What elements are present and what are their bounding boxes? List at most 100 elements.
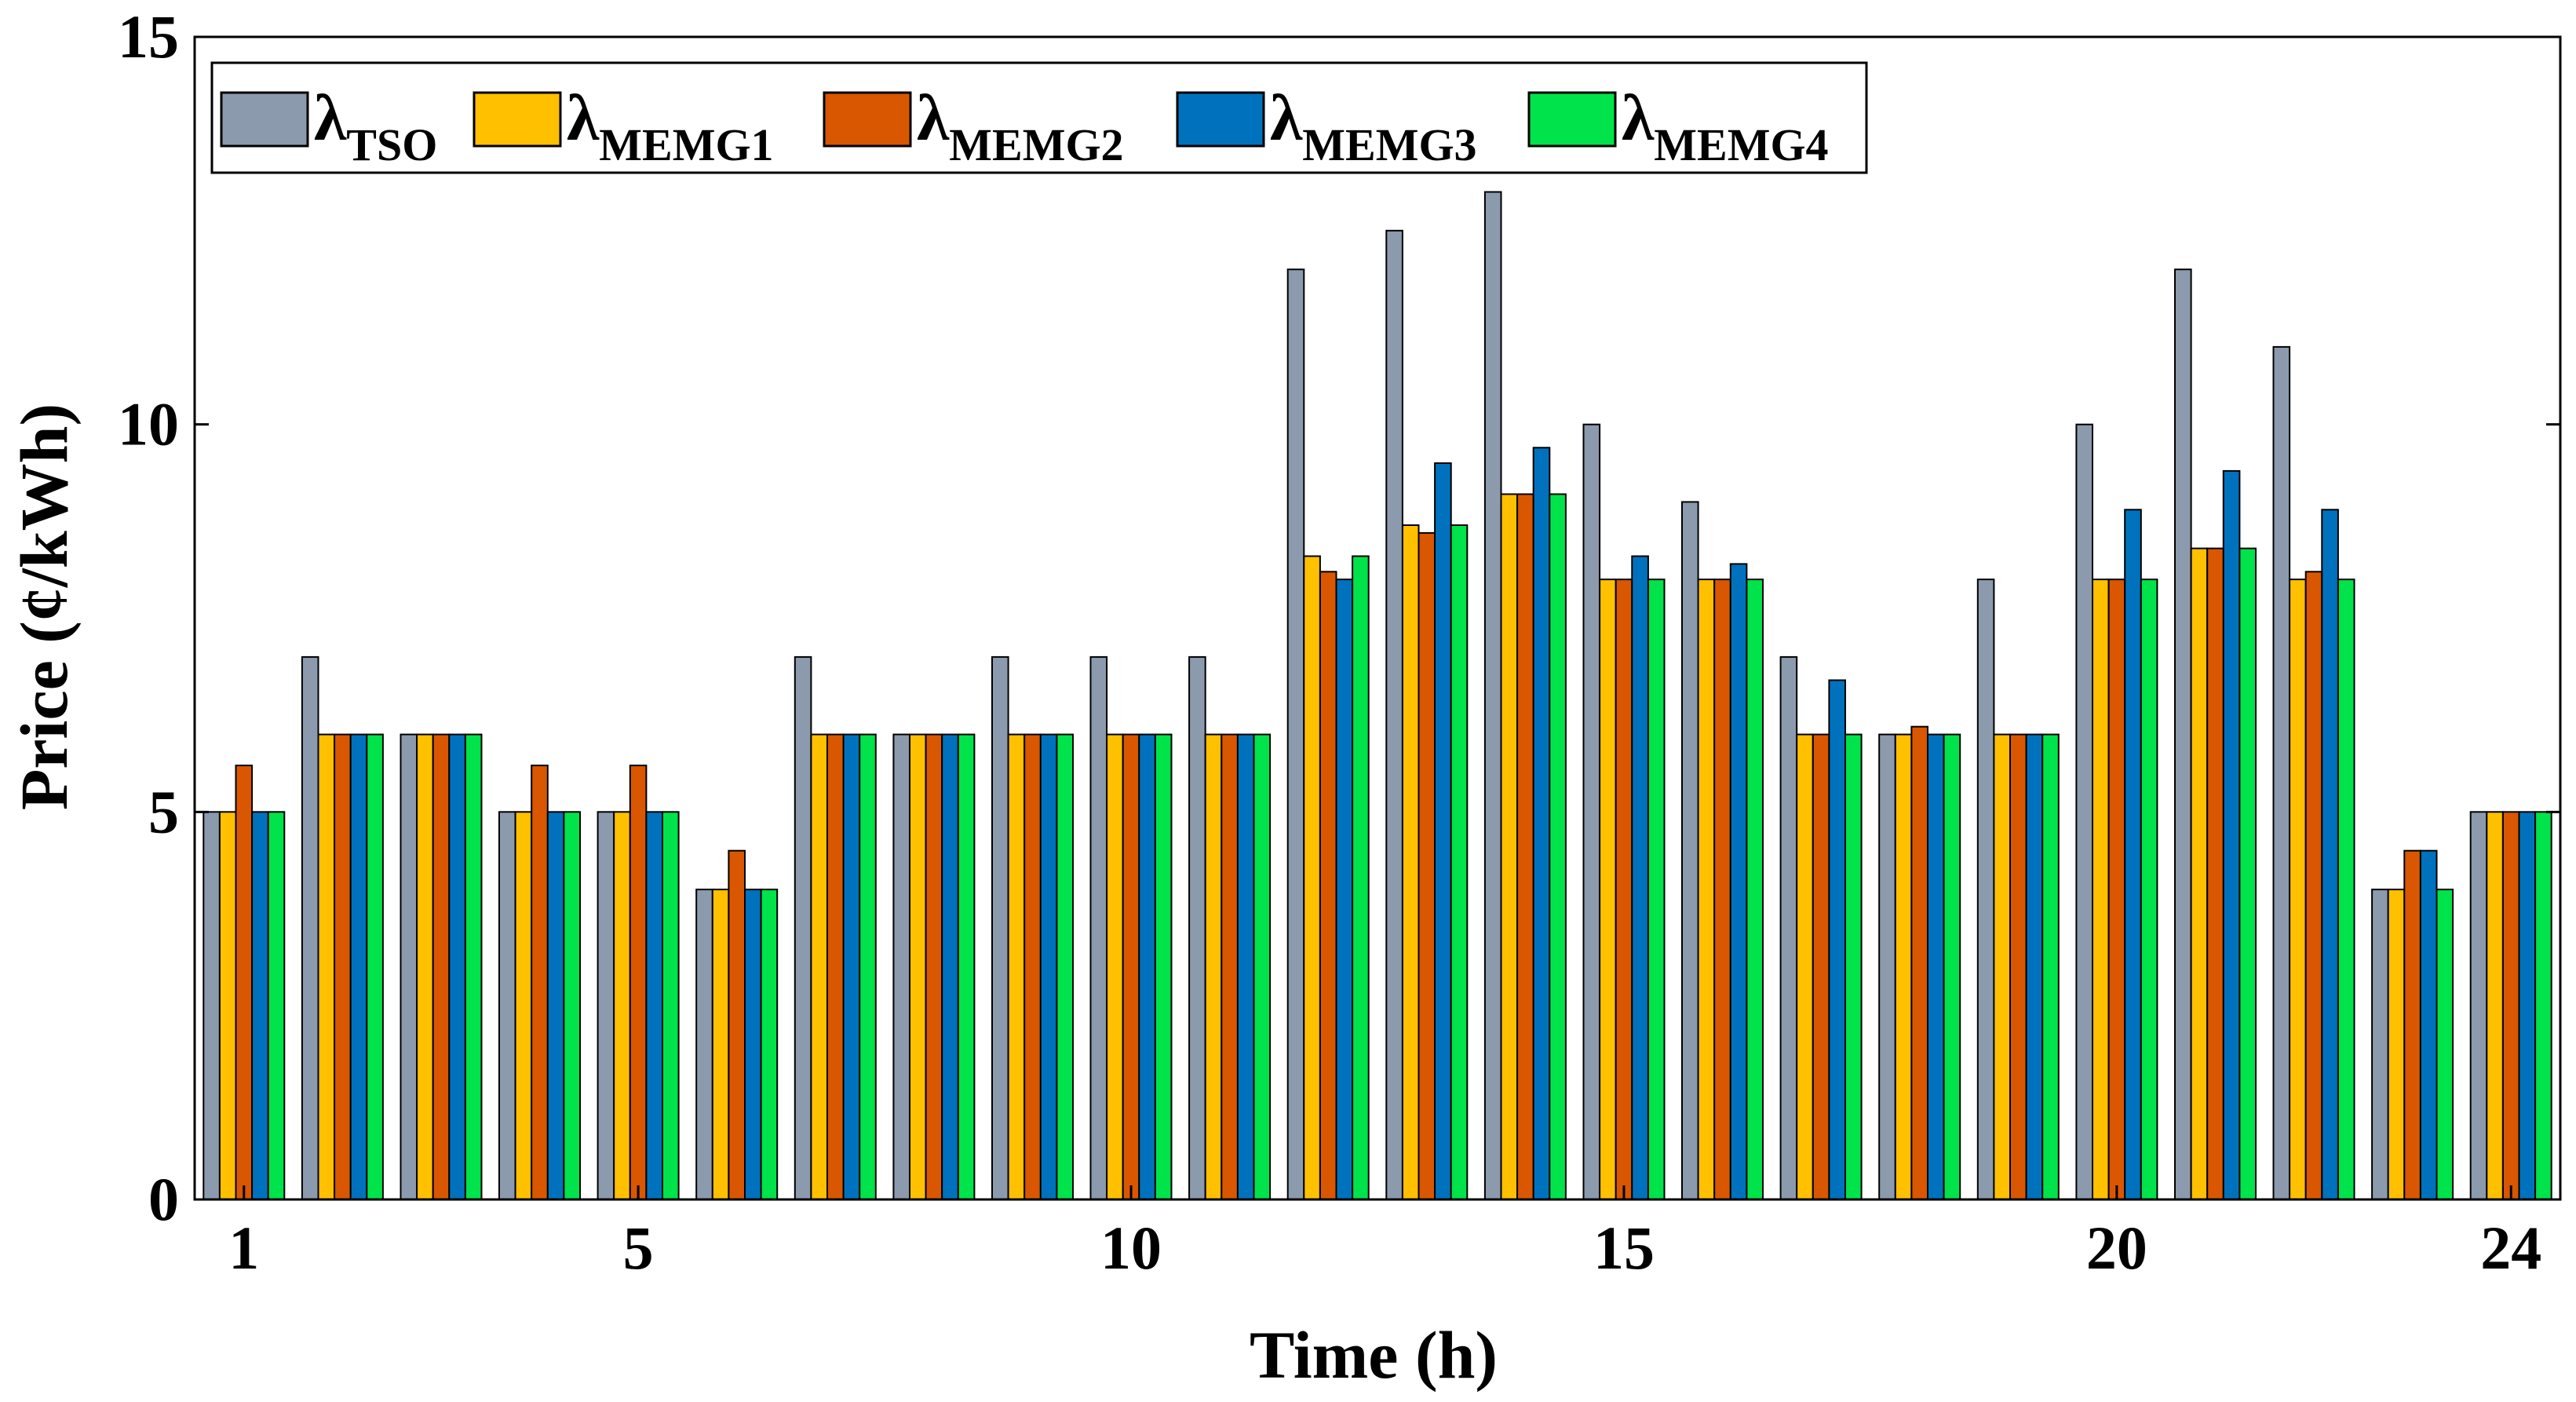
y-tick-label: 0 bbox=[148, 1165, 179, 1233]
bar-memg3-h7 bbox=[842, 733, 861, 1200]
bar-memg1-h12 bbox=[1303, 555, 1321, 1200]
bar-memg2-h16 bbox=[1713, 579, 1731, 1200]
bar-memg3-h2 bbox=[349, 733, 368, 1200]
legend-label-memg1: λMEMG1 bbox=[567, 82, 774, 170]
bar-memg2-h2 bbox=[334, 733, 352, 1200]
legend-subscript: MEMG2 bbox=[949, 119, 1123, 170]
bar-memg1-h19 bbox=[1993, 733, 2011, 1200]
legend-swatch-memg1 bbox=[473, 91, 562, 148]
legend-symbol: λ bbox=[567, 82, 600, 155]
bar-tso-h1 bbox=[203, 811, 221, 1201]
bar-memg1-h21 bbox=[2190, 547, 2209, 1200]
bar-memg1-h7 bbox=[810, 733, 829, 1200]
bar-memg4-h7 bbox=[859, 733, 877, 1200]
legend-symbol: λ bbox=[1270, 82, 1303, 155]
bar-memg4-h12 bbox=[1352, 555, 1370, 1200]
legend-subscript: MEMG1 bbox=[599, 119, 773, 170]
bar-memg4-h20 bbox=[2140, 579, 2158, 1200]
bar-memg2-h17 bbox=[1812, 733, 1830, 1200]
bar-memg1-h6 bbox=[711, 889, 730, 1200]
bar-memg3-h18 bbox=[1927, 733, 1945, 1200]
bar-memg4-h1 bbox=[267, 811, 286, 1201]
bar-memg3-h19 bbox=[2025, 733, 2044, 1200]
bar-memg1-h3 bbox=[416, 733, 434, 1200]
bar-memg1-h8 bbox=[909, 733, 927, 1200]
bar-memg3-h6 bbox=[744, 889, 762, 1200]
x-tick-label: 24 bbox=[2480, 1214, 2541, 1282]
bar-memg2-h20 bbox=[2107, 579, 2126, 1200]
y-tick-label: 10 bbox=[118, 390, 179, 458]
bar-memg4-h9 bbox=[1056, 733, 1075, 1200]
bar-memg1-h15 bbox=[1599, 579, 1617, 1200]
bar-memg1-h16 bbox=[1697, 579, 1716, 1200]
bar-tso-h8 bbox=[892, 733, 911, 1200]
bar-tso-h6 bbox=[695, 889, 713, 1200]
bar-memg1-h1 bbox=[218, 811, 237, 1201]
legend-label-memg4: λMEMG4 bbox=[1622, 82, 1829, 170]
bar-memg3-h20 bbox=[2124, 509, 2142, 1200]
bar-memg1-h9 bbox=[1007, 733, 1026, 1200]
bar-memg3-h3 bbox=[448, 733, 466, 1200]
bar-memg2-h15 bbox=[1615, 579, 1633, 1200]
bar-tso-h14 bbox=[1483, 191, 1502, 1200]
bar-tso-h16 bbox=[1681, 501, 1699, 1200]
bar-memg4-h24 bbox=[2534, 811, 2552, 1201]
bar-tso-h22 bbox=[2272, 345, 2291, 1200]
bar-memg1-h17 bbox=[1796, 733, 1814, 1200]
bar-memg3-h14 bbox=[1532, 447, 1551, 1200]
bar-memg2-h13 bbox=[1418, 531, 1436, 1200]
bar-memg1-h20 bbox=[2092, 579, 2110, 1200]
bar-tso-h18 bbox=[1878, 733, 1896, 1200]
x-tick-label: 5 bbox=[623, 1214, 654, 1282]
bar-memg3-h9 bbox=[1039, 733, 1058, 1200]
bar-tso-h7 bbox=[794, 655, 812, 1200]
legend-symbol: λ bbox=[314, 82, 347, 155]
bar-memg2-h7 bbox=[826, 733, 845, 1200]
bar-memg4-h16 bbox=[1746, 579, 1764, 1200]
legend-swatch-memg4 bbox=[1527, 91, 1617, 148]
bar-memg3-h5 bbox=[645, 811, 664, 1201]
bar-memg3-h4 bbox=[546, 811, 565, 1201]
bar-memg3-h22 bbox=[2321, 509, 2339, 1200]
bar-memg3-h23 bbox=[2419, 849, 2438, 1200]
bar-memg4-h4 bbox=[563, 811, 582, 1201]
bar-memg2-h8 bbox=[925, 733, 943, 1200]
bar-memg2-h9 bbox=[1023, 733, 1042, 1200]
bar-memg3-h17 bbox=[1828, 679, 1846, 1200]
bar-tso-h21 bbox=[2174, 268, 2192, 1201]
legend-subscript: MEMG3 bbox=[1302, 119, 1476, 170]
bar-memg3-h13 bbox=[1434, 462, 1452, 1200]
bar-tso-h11 bbox=[1188, 655, 1206, 1200]
bar-memg3-h16 bbox=[1729, 563, 1748, 1200]
plot-frame bbox=[193, 35, 2562, 1201]
bar-memg2-h14 bbox=[1516, 493, 1534, 1200]
bar-memg2-h6 bbox=[728, 849, 746, 1200]
bar-memg2-h18 bbox=[1910, 725, 1928, 1200]
legend-swatch-tso bbox=[220, 91, 309, 148]
bar-memg4-h2 bbox=[366, 733, 384, 1200]
y-tick-label: 5 bbox=[148, 777, 179, 845]
bar-tso-h5 bbox=[597, 811, 615, 1201]
x-tick-label: 15 bbox=[1593, 1214, 1655, 1282]
bar-tso-h24 bbox=[2469, 811, 2488, 1201]
bar-memg3-h10 bbox=[1138, 733, 1156, 1200]
bar-memg4-h11 bbox=[1253, 733, 1272, 1200]
bar-tso-h10 bbox=[1089, 655, 1108, 1200]
bar-memg4-h15 bbox=[1647, 579, 1666, 1200]
bar-memg2-h10 bbox=[1122, 733, 1140, 1200]
legend-label-memg2: λMEMG2 bbox=[917, 82, 1124, 170]
bar-tso-h19 bbox=[1976, 579, 1995, 1200]
bar-memg1-h13 bbox=[1401, 524, 1420, 1200]
bar-memg2-h19 bbox=[2009, 733, 2027, 1200]
bar-tso-h9 bbox=[991, 655, 1009, 1200]
bar-memg1-h14 bbox=[1500, 493, 1519, 1200]
bar-memg4-h21 bbox=[2238, 547, 2257, 1200]
bar-tso-h2 bbox=[301, 655, 319, 1200]
bar-memg4-h3 bbox=[464, 733, 483, 1200]
bar-memg4-h19 bbox=[2041, 733, 2060, 1200]
x-axis-label: Time (h) bbox=[1250, 1317, 1498, 1393]
x-tick-label: 10 bbox=[1100, 1214, 1162, 1282]
bar-tso-h3 bbox=[400, 733, 418, 1200]
bar-memg2-h11 bbox=[1220, 733, 1239, 1200]
